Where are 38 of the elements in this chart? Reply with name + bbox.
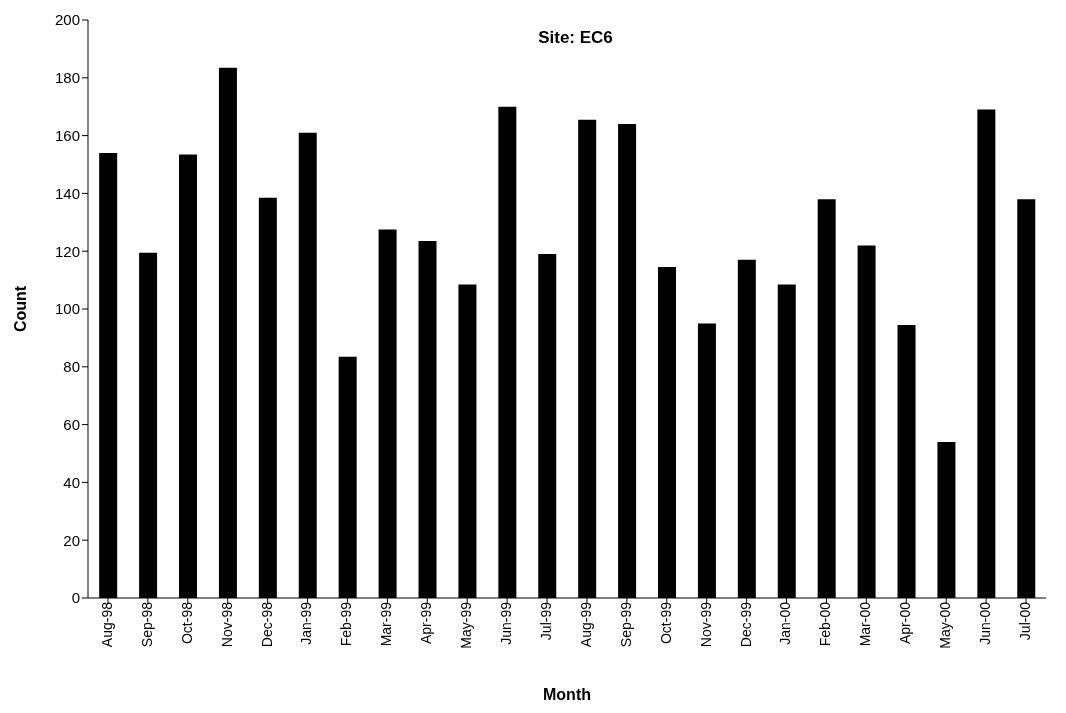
x-tick-label: Sep-98	[138, 601, 155, 648]
x-tick-label: Mar-99	[378, 601, 395, 647]
x-tick-label: Oct-99	[657, 601, 674, 645]
x-tick-label: Feb-00	[817, 601, 834, 647]
x-tick-label: Jul-00	[1016, 601, 1033, 641]
x-tick-label: Dec-99	[737, 601, 754, 648]
x-tick-label: Aug-99	[577, 601, 594, 648]
x-tick-label: Jan-99	[298, 601, 315, 645]
x-tick-label: Dec-98	[258, 601, 275, 648]
y-axis-title: Count	[11, 285, 29, 333]
x-axis-title: Month	[543, 686, 591, 703]
y-tick-label: 80	[63, 358, 80, 376]
x-tick-label: Nov-98	[218, 601, 235, 648]
y-tick-label: 140	[54, 184, 80, 202]
x-tick-label: Apr-99	[418, 601, 435, 645]
x-tick-label: Mar-00	[857, 601, 874, 647]
x-tick-label: Nov-99	[697, 601, 714, 648]
y-tick-label: 20	[63, 531, 80, 549]
y-tick-label: 200	[54, 11, 80, 29]
x-tick-label: Jan-00	[777, 601, 794, 645]
y-tick-label: 40	[63, 473, 80, 491]
y-tick-label: 60	[63, 415, 80, 433]
x-tick-label: Jun-00	[977, 601, 994, 645]
x-tick-label: Feb-99	[338, 601, 355, 647]
x-tick-label: May-00	[937, 601, 954, 649]
x-tick-label: Aug-98	[98, 601, 115, 648]
y-tick-label: 0	[71, 589, 80, 607]
x-tick-label: Jul-99	[537, 601, 554, 641]
x-tick-label: May-99	[458, 601, 475, 649]
text: Site: EC6	[537, 28, 614, 48]
y-tick-label: 160	[54, 126, 80, 144]
y-tick-label: 100	[54, 300, 80, 318]
x-tick-label: Jun-99	[498, 601, 515, 645]
x-tick-label: Oct-98	[178, 601, 195, 645]
y-tick-label: 180	[54, 69, 80, 87]
x-tick-label: Sep-99	[617, 601, 634, 648]
y-tick-label: 120	[54, 242, 80, 260]
x-tick-label: Apr-00	[897, 601, 914, 645]
